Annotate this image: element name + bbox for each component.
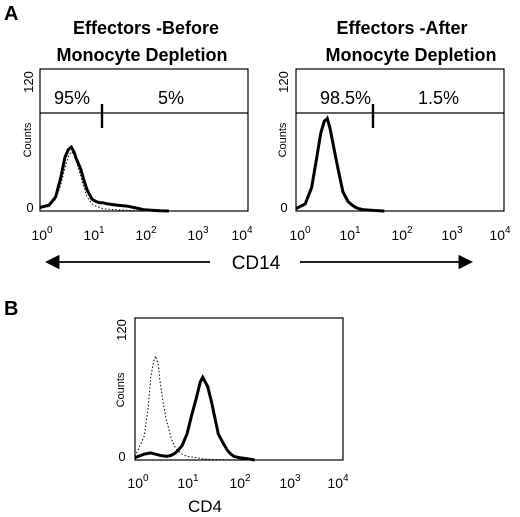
panel-a-after-xtick-4: 104 xyxy=(489,225,511,243)
panel-a-after-ytick-bottom: 0 xyxy=(280,200,287,215)
panel-a-before-histogram-solid xyxy=(39,144,169,213)
panel-a-after-gate-right: 1.5% xyxy=(418,88,459,108)
panel-b-xtick-1: 101 xyxy=(177,473,199,491)
panel-a-before-xticks: 100 101 102 103 104 xyxy=(31,225,253,243)
panel-b-xtick-0: 100 xyxy=(127,473,149,491)
panel-b-ytick-top: 120 xyxy=(114,319,129,341)
panel-a-after-xtick-3: 103 xyxy=(441,225,463,243)
panel-a-before-gate-left: 95% xyxy=(54,88,90,108)
panel-b-frame xyxy=(134,317,344,461)
panel-b-histogram-dotted xyxy=(134,354,240,461)
panel-a-before: A Effectors -Before Monocyte Depletion C… xyxy=(4,3,253,243)
panel-b-xticks: 100 101 102 103 104 xyxy=(127,473,349,491)
panel-a-before-title-line1: Effectors -Before xyxy=(73,18,219,38)
panel-b-xlabel: CD4 xyxy=(188,497,222,516)
panel-a-after-ytick-top: 120 xyxy=(276,71,291,93)
panel-a-after-xtick-1: 101 xyxy=(339,225,361,243)
panel-a-before-xtick-0: 100 xyxy=(31,225,53,243)
panel-label-b: B xyxy=(4,298,18,320)
panel-b-ytick-bottom: 0 xyxy=(118,449,125,464)
panel-b-xtick-3: 103 xyxy=(279,473,301,491)
panel-a-before-xtick-2: 102 xyxy=(135,225,157,243)
panel-a-after-xtick-2: 102 xyxy=(391,225,413,243)
panel-a-after-gate-left: 98.5% xyxy=(320,88,371,108)
panel-a-before-title-line2: Monocyte Depletion xyxy=(56,45,227,65)
panel-b-histogram-solid xyxy=(134,373,255,462)
panel-a-after-frame xyxy=(295,68,505,212)
panel-a-after-xticks: 100 101 102 103 104 xyxy=(289,225,511,243)
panel-a-before-xtick-1: 101 xyxy=(83,225,105,243)
cd14-axis-arrow: CD14 xyxy=(45,253,473,274)
panel-a-after-ylabel: Counts xyxy=(277,122,289,157)
panel-a-before-xtick-3: 103 xyxy=(187,225,209,243)
panel-a-after: Effectors -After Monocyte Depletion Coun… xyxy=(276,18,511,243)
panel-b: B Counts 120 0 100 101 102 103 104 CD4 xyxy=(4,298,349,516)
panel-a-before-ytick-top: 120 xyxy=(21,71,36,93)
panel-b-ylabel: Counts xyxy=(115,372,127,407)
panel-label-a: A xyxy=(4,3,18,25)
panel-b-xtick-4: 104 xyxy=(327,473,349,491)
panel-a-after-title-line2: Monocyte Depletion xyxy=(325,45,496,65)
panel-b-xtick-2: 102 xyxy=(229,473,251,491)
panel-a-before-gate-right: 5% xyxy=(158,88,184,108)
panel-a-before-histogram-dotted xyxy=(39,151,154,212)
panel-a-after-xtick-0: 100 xyxy=(289,225,311,243)
panel-a-before-ytick-bottom: 0 xyxy=(26,200,33,215)
panel-a-before-ylabel: Counts xyxy=(22,122,34,157)
panel-a-after-histogram-solid xyxy=(295,116,385,213)
cd14-axis-label: CD14 xyxy=(232,253,281,274)
panel-a-after-title-line1: Effectors -After xyxy=(336,18,467,38)
panel-a-before-xtick-4: 104 xyxy=(231,225,253,243)
